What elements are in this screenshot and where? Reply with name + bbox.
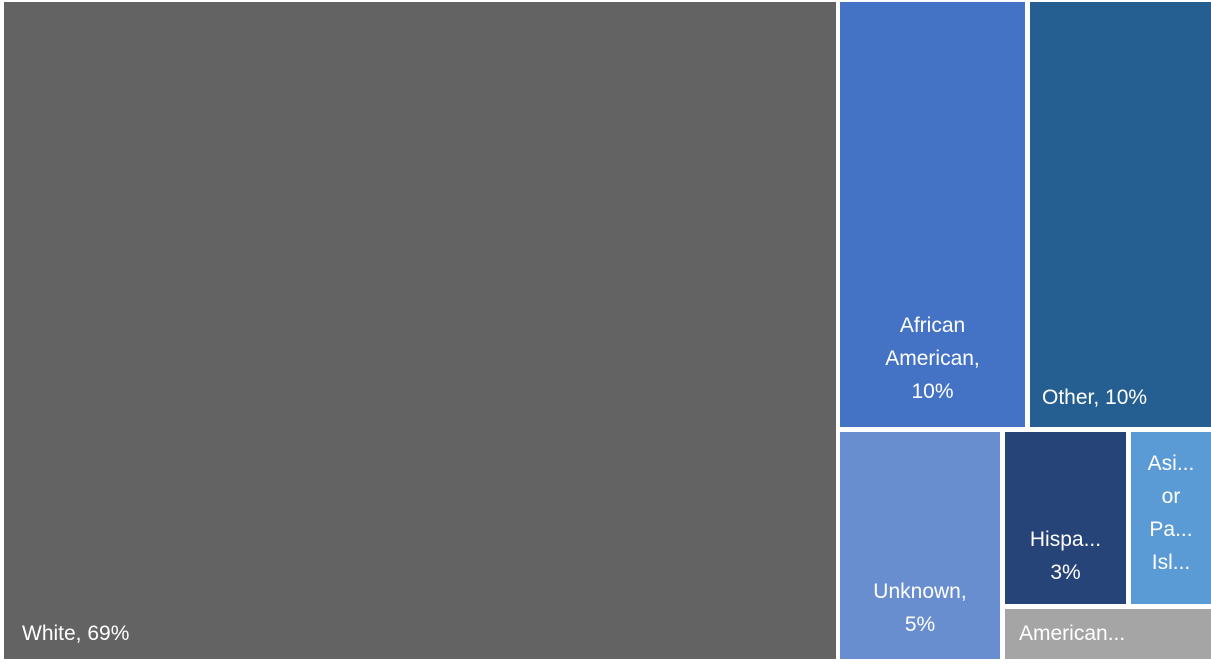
treemap-tile-other: Other, 10% <box>1030 2 1211 427</box>
treemap-tile-label: Unknown, 5% <box>873 580 967 636</box>
treemap-tile-label: Hispa... 3% <box>1029 528 1102 584</box>
treemap-tile-african-american: African American, 10% <box>840 2 1025 427</box>
treemap-tile-label: White, 69% <box>22 622 130 645</box>
treemap-tile-unknown: Unknown, 5% <box>840 432 1000 659</box>
treemap-tile-white: White, 69% <box>4 2 836 659</box>
treemap-tile-american-indian: American... <box>1005 609 1211 659</box>
treemap-tile-label: Other, 10% <box>1042 386 1148 409</box>
treemap-tile-label: African American, 10% <box>885 314 980 403</box>
treemap-tile-asian-or-pacific-islander: Asi... or Pa... Isl... <box>1131 432 1211 604</box>
treemap-tile-label: Asi... or Pa... Isl... <box>1147 452 1195 574</box>
treemap-tile-hispanic: Hispa... 3% <box>1005 432 1126 604</box>
treemap-tile-label: American... <box>1019 622 1126 645</box>
